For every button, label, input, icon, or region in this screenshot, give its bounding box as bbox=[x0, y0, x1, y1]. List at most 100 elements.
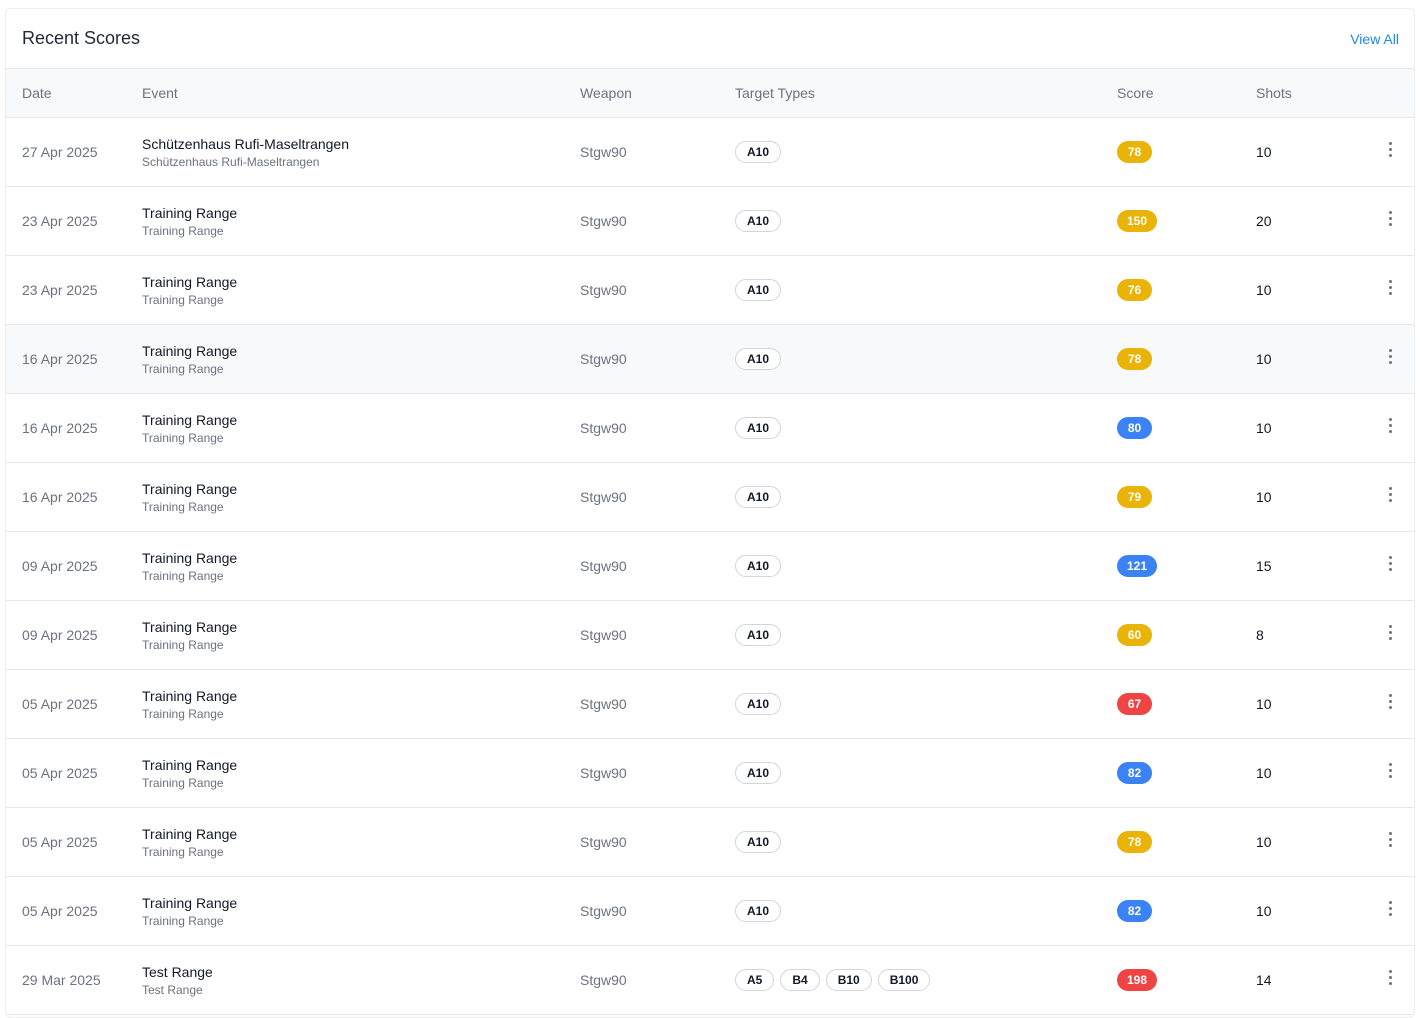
row-actions-menu-button[interactable] bbox=[1378, 187, 1402, 255]
row-target-types: A10 bbox=[735, 187, 782, 255]
row-date: 09 Apr 2025 bbox=[22, 627, 98, 643]
row-actions-menu-button[interactable] bbox=[1378, 394, 1402, 462]
row-score: 67 bbox=[1117, 670, 1152, 738]
event-name: Training Range bbox=[142, 549, 238, 566]
row-actions-menu-button[interactable] bbox=[1378, 946, 1402, 1014]
row-shots: 10 bbox=[1256, 144, 1272, 160]
target-type-tag: A10 bbox=[735, 279, 782, 301]
target-type-tag: A10 bbox=[735, 417, 782, 439]
event-location: Test Range bbox=[142, 982, 203, 997]
column-header-target-types[interactable]: Target Types bbox=[735, 85, 815, 101]
row-target-types: A10 bbox=[735, 739, 782, 807]
table-row[interactable]: 09 Apr 2025 Training Range Training Range S… bbox=[6, 532, 1414, 601]
event-name: Training Range bbox=[142, 411, 238, 428]
row-actions-menu-button[interactable] bbox=[1378, 118, 1402, 186]
target-type-tag: A10 bbox=[735, 831, 782, 853]
event-name: Training Range bbox=[142, 618, 238, 635]
score-badge: 82 bbox=[1117, 762, 1152, 784]
table-row[interactable]: 16 Apr 2025 Training Range Training Range S… bbox=[6, 325, 1414, 394]
target-type-tag: B100 bbox=[877, 969, 931, 991]
row-weapon: Stgw90 bbox=[580, 144, 627, 160]
row-actions-menu-button[interactable] bbox=[1378, 877, 1402, 945]
table-row[interactable]: 16 Apr 2025 Training Range Training Range S… bbox=[6, 394, 1414, 463]
row-shots: 20 bbox=[1256, 213, 1272, 229]
table-row[interactable]: 09 Apr 2025 Training Range Training Range S… bbox=[6, 601, 1414, 670]
row-actions-menu-button[interactable] bbox=[1378, 532, 1402, 600]
row-weapon: Stgw90 bbox=[580, 282, 627, 298]
event-location: Training Range bbox=[142, 775, 224, 790]
score-badge: 78 bbox=[1117, 831, 1152, 853]
row-shots: 10 bbox=[1256, 903, 1272, 919]
more-vertical-icon bbox=[1388, 900, 1392, 916]
row-event: Training Range Training Range bbox=[142, 394, 237, 462]
row-target-types: A10 bbox=[735, 463, 782, 531]
event-location: Training Range bbox=[142, 499, 224, 514]
score-badge: 79 bbox=[1117, 486, 1152, 508]
row-shots: 10 bbox=[1256, 489, 1272, 505]
score-badge: 121 bbox=[1117, 555, 1158, 577]
more-vertical-icon bbox=[1388, 762, 1392, 778]
row-target-types: A10 bbox=[735, 118, 782, 186]
table-row[interactable]: 29 Mar 2025 Test Range Test Range Stgw90 A5 B… bbox=[6, 946, 1414, 1015]
row-actions-menu-button[interactable] bbox=[1378, 256, 1402, 324]
row-score: 78 bbox=[1117, 808, 1152, 876]
target-type-tag: B4 bbox=[780, 969, 820, 991]
table-row[interactable]: 05 Apr 2025 Training Range Training Range S… bbox=[6, 877, 1414, 946]
event-location: Training Range bbox=[142, 913, 224, 928]
card-title: Recent Scores bbox=[22, 28, 141, 48]
table-row[interactable]: 23 Apr 2025 Training Range Training Range S… bbox=[6, 256, 1414, 325]
table-row[interactable]: 23 Apr 2025 Training Range Training Range S… bbox=[6, 187, 1414, 256]
row-event: Training Range Training Range bbox=[142, 670, 237, 738]
table-row[interactable]: 27 Apr 2025 Schützenhaus Rufi-Maseltrange… bbox=[6, 118, 1414, 187]
row-event: Training Range Training Range bbox=[142, 532, 237, 600]
row-weapon: Stgw90 bbox=[580, 627, 627, 643]
view-all-link[interactable]: View All bbox=[1350, 30, 1399, 47]
recent-scores-card: Recent Scores View All Date Event Weapon… bbox=[5, 8, 1415, 1018]
more-vertical-icon bbox=[1388, 831, 1392, 847]
target-type-tag: B10 bbox=[825, 969, 872, 991]
more-vertical-icon bbox=[1388, 624, 1392, 640]
score-badge: 150 bbox=[1117, 210, 1158, 232]
table-row[interactable]: 16 Apr 2025 Training Range Training Range S… bbox=[6, 463, 1414, 532]
column-header-date[interactable]: Date bbox=[22, 85, 52, 101]
target-type-tag: A10 bbox=[735, 762, 782, 784]
column-header-weapon[interactable]: Weapon bbox=[580, 85, 632, 101]
row-actions-menu-button[interactable] bbox=[1378, 325, 1402, 393]
event-location: Schützenhaus Rufi-Maseltrangen bbox=[142, 154, 320, 169]
score-badge: 76 bbox=[1117, 279, 1152, 301]
more-vertical-icon bbox=[1388, 279, 1392, 295]
more-vertical-icon bbox=[1388, 141, 1392, 157]
table-row[interactable]: 05 Apr 2025 Training Range Training Range S… bbox=[6, 739, 1414, 808]
row-target-types: A10 bbox=[735, 325, 782, 393]
row-target-types: A10 bbox=[735, 256, 782, 324]
more-vertical-icon bbox=[1388, 348, 1392, 364]
row-target-types: A10 bbox=[735, 601, 782, 669]
row-weapon: Stgw90 bbox=[580, 351, 627, 367]
event-name: Training Range bbox=[142, 273, 238, 290]
row-date: 05 Apr 2025 bbox=[22, 696, 98, 712]
table-row[interactable]: 05 Apr 2025 Training Range Training Range S… bbox=[6, 808, 1414, 877]
row-score: 198 bbox=[1117, 946, 1158, 1014]
event-location: Training Range bbox=[142, 844, 224, 859]
target-type-tag: A10 bbox=[735, 210, 782, 232]
event-location: Training Range bbox=[142, 430, 224, 445]
event-name: Training Range bbox=[142, 825, 238, 842]
row-actions-menu-button[interactable] bbox=[1378, 808, 1402, 876]
column-header-shots[interactable]: Shots bbox=[1256, 85, 1292, 101]
row-actions-menu-button[interactable] bbox=[1378, 601, 1402, 669]
row-score: 60 bbox=[1117, 601, 1152, 669]
row-actions-menu-button[interactable] bbox=[1378, 670, 1402, 738]
row-date: 16 Apr 2025 bbox=[22, 420, 98, 436]
row-date: 09 Apr 2025 bbox=[22, 558, 98, 574]
target-type-tag: A10 bbox=[735, 624, 782, 646]
column-header-event[interactable]: Event bbox=[142, 85, 178, 101]
table-header: Date Event Weapon Target Types Score Sho… bbox=[6, 69, 1414, 118]
row-score: 80 bbox=[1117, 394, 1152, 462]
column-header-score[interactable]: Score bbox=[1117, 85, 1154, 101]
table-row[interactable]: 05 Apr 2025 Training Range Training Range S… bbox=[6, 670, 1414, 739]
row-score: 79 bbox=[1117, 463, 1152, 531]
row-event: Schützenhaus Rufi-Maseltrangen Schützenha… bbox=[142, 118, 349, 186]
row-actions-menu-button[interactable] bbox=[1378, 463, 1402, 531]
row-actions-menu-button[interactable] bbox=[1378, 739, 1402, 807]
row-target-types: A10 bbox=[735, 877, 782, 945]
